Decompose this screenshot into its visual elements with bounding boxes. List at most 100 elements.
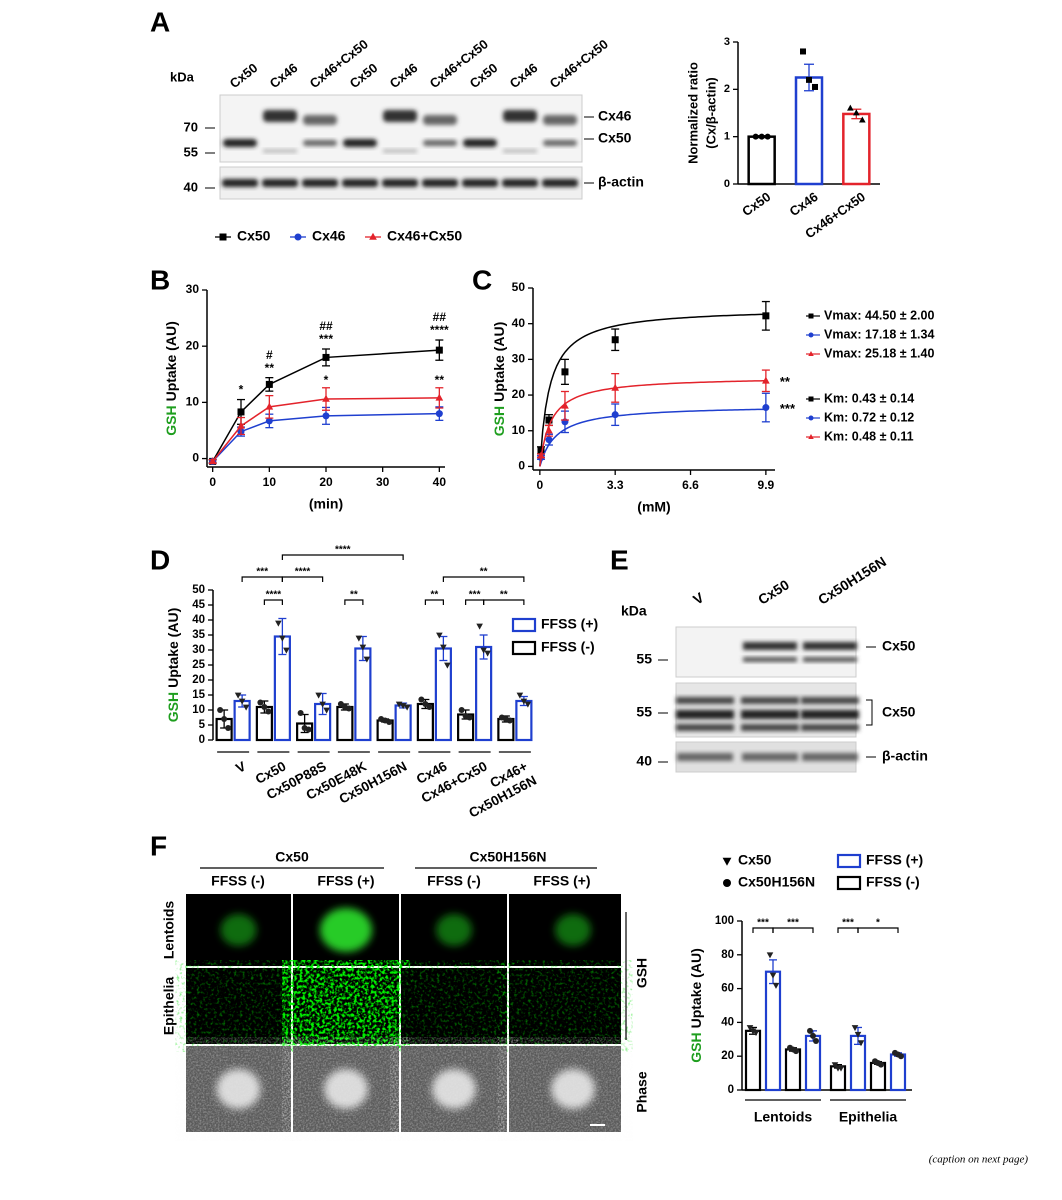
significance-bracket — [465, 599, 485, 605]
lane-label: Cx50 — [755, 576, 792, 607]
bar — [764, 970, 782, 1092]
marker — [319, 701, 326, 708]
group-label: Epithelia — [839, 1109, 898, 1125]
lane-label: V — [690, 589, 707, 608]
mw-marker: 70 — [184, 119, 198, 134]
marker — [484, 650, 491, 657]
marker — [762, 312, 770, 320]
x-tick-label: 6.6 — [682, 478, 699, 492]
y-tick-label: 0 — [518, 459, 525, 473]
y-axis-label: GSH Uptake (AU) — [163, 321, 179, 435]
band — [741, 710, 799, 719]
band-label: Cx50 — [882, 638, 916, 654]
marker — [723, 879, 731, 887]
marker — [847, 104, 854, 111]
y-axis-label: Normalized ratio — [685, 62, 700, 164]
lentoid-signal — [220, 914, 257, 946]
marker — [793, 1048, 799, 1055]
mw-marker: 55 — [636, 704, 652, 720]
epithelia-signal — [401, 968, 507, 1044]
band — [801, 710, 859, 719]
significance: **** — [295, 567, 311, 578]
significance: ## — [319, 319, 333, 333]
blot-unit: kDa — [621, 603, 647, 619]
marker — [436, 632, 443, 639]
marker — [808, 434, 814, 439]
marker — [806, 76, 812, 83]
marker — [476, 623, 483, 630]
marker — [322, 412, 330, 420]
marker — [752, 1030, 760, 1037]
y-tick-label: 40 — [192, 614, 205, 626]
lane-label: Cx46 — [387, 60, 421, 91]
marker — [853, 109, 860, 116]
marker — [722, 857, 732, 866]
marker — [545, 426, 553, 434]
band — [303, 115, 337, 125]
y-tick-label: 0 — [728, 1084, 734, 1096]
marker — [435, 346, 443, 354]
bar — [889, 1053, 907, 1092]
significance: *** — [787, 918, 799, 929]
marker — [322, 394, 330, 402]
fit-label: Km: 0.72 ± 0.12 — [824, 410, 914, 424]
marker — [808, 351, 814, 356]
band — [803, 642, 857, 650]
significance: * — [267, 381, 272, 395]
significance: *** — [319, 332, 333, 346]
legend-label: FFSS (-) — [541, 639, 595, 655]
significance-bracket — [263, 599, 283, 605]
lane-label: Cx50 — [467, 60, 501, 91]
significance: *** — [780, 401, 796, 416]
band — [502, 179, 538, 187]
significance-bracket — [857, 927, 899, 933]
band — [543, 140, 577, 146]
x-tick-label: 30 — [376, 475, 390, 489]
marker — [857, 1040, 865, 1047]
marker — [359, 644, 367, 651]
marker — [837, 1065, 845, 1072]
fit-label: Km: 0.48 ± 0.11 — [824, 429, 914, 443]
panel-letter: C — [472, 264, 492, 295]
group-label: Lentoids — [754, 1109, 813, 1125]
band — [743, 642, 797, 650]
epithelia-signal — [186, 968, 291, 1044]
marker — [219, 233, 227, 241]
band — [801, 724, 859, 731]
significance-bracket — [281, 554, 404, 560]
bar — [804, 1034, 822, 1092]
band — [742, 753, 798, 761]
phase-lentoid — [324, 1069, 368, 1109]
y-tick-label: 3 — [724, 36, 730, 48]
condition-label: FFSS (-) — [211, 873, 265, 889]
marker — [524, 701, 532, 708]
y-axis-label: GSH Uptake (AU) — [688, 948, 704, 1062]
band — [302, 179, 338, 187]
band — [303, 140, 337, 146]
marker — [217, 707, 224, 713]
mw-marker: 40 — [184, 179, 198, 194]
marker — [854, 1031, 862, 1038]
marker — [762, 376, 770, 384]
marker — [480, 647, 487, 654]
significance-bracket — [424, 599, 444, 605]
band — [263, 149, 297, 153]
legend-swatch — [511, 640, 537, 656]
band — [677, 753, 733, 761]
row-label: Epithelia — [161, 977, 177, 1036]
marker — [294, 233, 302, 241]
y-tick-label: 30 — [192, 644, 205, 656]
marker — [435, 393, 444, 401]
marker — [769, 972, 777, 979]
significance: ** — [480, 567, 488, 578]
marker — [458, 707, 465, 713]
marker — [315, 692, 322, 699]
panel-letter: E — [610, 544, 629, 575]
band — [343, 139, 377, 147]
channel-label: GSH — [634, 958, 650, 988]
fit-label: Km: 0.43 ± 0.14 — [824, 391, 914, 405]
bar — [869, 1061, 887, 1092]
marker — [297, 710, 304, 716]
band — [676, 724, 734, 731]
